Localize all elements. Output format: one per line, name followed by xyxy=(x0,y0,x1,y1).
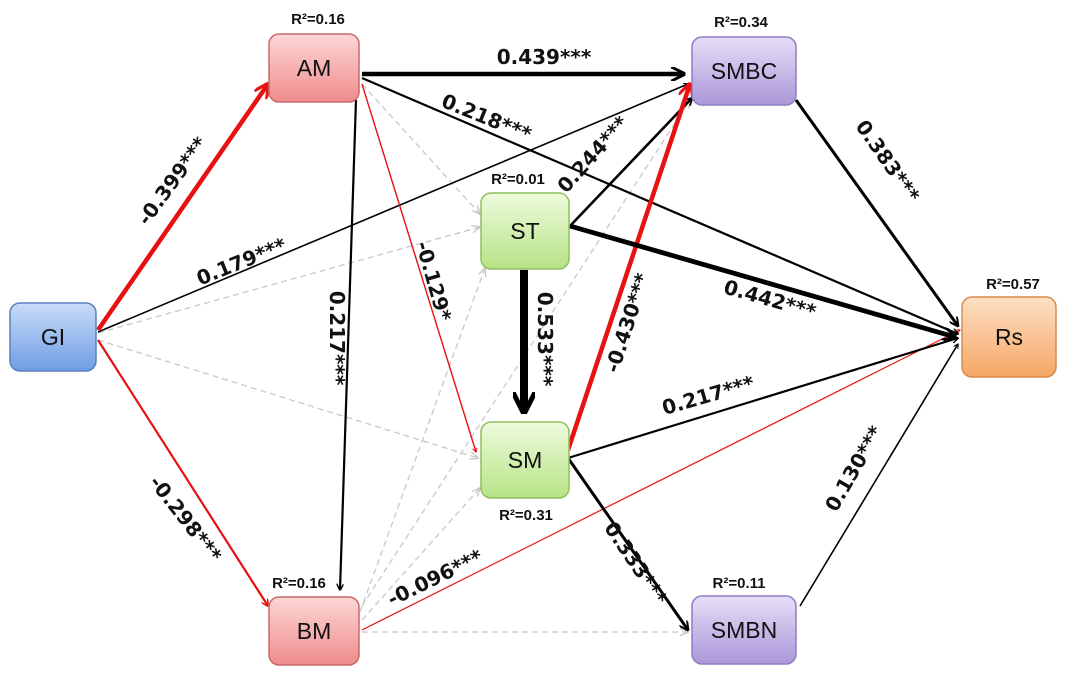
node-smbc-label: SMBC xyxy=(711,58,777,84)
node-am: AM R²=0.16 xyxy=(268,11,360,103)
node-rs-label: Rs xyxy=(995,324,1023,350)
path-bm-rs-arrow xyxy=(361,330,960,631)
path-st-smbc-arrow xyxy=(569,98,692,227)
path-am-sm-arrow xyxy=(361,83,476,452)
coef-bm-rs: -0.096*** xyxy=(383,544,487,611)
node-smbc-box xyxy=(691,36,797,106)
coef-gi-smbc: 0.179*** xyxy=(193,232,290,290)
node-rs: Rs R²=0.57 xyxy=(961,276,1057,378)
node-sm-label: SM xyxy=(508,447,543,473)
path-sm-smbn-arrow xyxy=(566,457,688,630)
path-sm-smbc-arrow xyxy=(565,84,690,451)
coef-am-sm: -0.129* xyxy=(411,238,457,324)
path-gi-sm-arrow xyxy=(97,339,478,458)
node-bm-box xyxy=(268,596,360,666)
path-smbc-rs-arrow xyxy=(794,99,958,326)
coef-sm-smbn: 0.333*** xyxy=(599,517,672,609)
node-am-label: AM xyxy=(297,55,332,81)
coef-am-smbc: 0.439*** xyxy=(497,45,592,69)
path-gi-st-arrow xyxy=(97,227,480,334)
path-gi-smbc-arrow xyxy=(97,84,688,333)
node-st-label: ST xyxy=(510,218,539,244)
node-sm: SM R²=0.31 xyxy=(480,421,570,524)
node-am-box xyxy=(268,33,360,103)
node-gi-box xyxy=(9,302,97,372)
node-smbn-label: SMBN xyxy=(711,617,777,643)
node-sm-r2: R²=0.31 xyxy=(499,507,553,524)
node-st-r2: R²=0.01 xyxy=(491,171,545,188)
node-bm: BM R²=0.16 xyxy=(268,575,360,666)
node-bm-r2: R²=0.16 xyxy=(272,575,326,592)
node-rs-r2: R²=0.57 xyxy=(986,276,1040,293)
node-bm-label: BM xyxy=(297,618,332,644)
path-st-rs-arrow xyxy=(569,223,955,337)
path-smbn-rs-arrow xyxy=(799,344,958,607)
path-am-rs-arrow xyxy=(361,76,958,334)
coef-st-sm: 0.533*** xyxy=(533,292,557,387)
node-smbn: SMBN R²=0.11 xyxy=(691,575,797,665)
coef-sm-rs: 0.217*** xyxy=(659,371,757,420)
node-smbc-r2: R²=0.34 xyxy=(714,14,768,31)
coefficient-labels: -0.399*** -0.298*** 0.179*** 0.439*** 0.… xyxy=(132,45,925,611)
node-sm-box xyxy=(480,421,570,499)
path-gi-am-arrow xyxy=(96,84,268,332)
coef-smbn-rs: 0.130*** xyxy=(820,421,888,515)
node-smbc: SMBC R²=0.34 xyxy=(691,14,797,106)
node-st-box xyxy=(480,192,570,270)
significant-paths xyxy=(96,74,960,631)
node-gi-label: GI xyxy=(41,324,65,350)
node-st: ST R²=0.01 xyxy=(480,171,570,270)
node-smbn-r2: R²=0.11 xyxy=(713,575,766,592)
path-sm-rs-arrow xyxy=(567,338,958,460)
coef-am-bm: 0.217*** xyxy=(325,291,349,386)
path-bm-st-arrow xyxy=(359,268,485,613)
node-rs-box xyxy=(961,296,1057,378)
node-gi: GI xyxy=(9,302,97,372)
node-smbn-box xyxy=(691,595,797,665)
node-am-r2: R²=0.16 xyxy=(291,11,345,28)
path-gi-bm-arrow xyxy=(97,339,268,606)
coef-gi-bm: -0.298*** xyxy=(144,471,227,567)
path-am-bm-arrow xyxy=(340,99,358,590)
